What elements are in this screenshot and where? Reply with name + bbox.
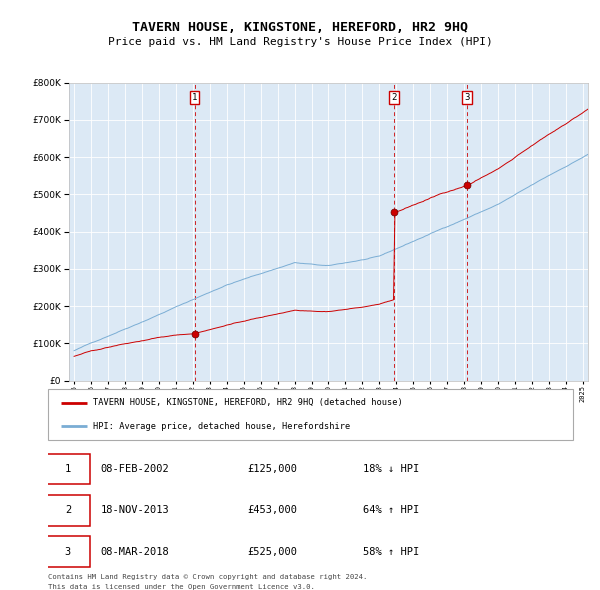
Text: HPI: Average price, detached house, Herefordshire: HPI: Average price, detached house, Here… <box>92 421 350 431</box>
Text: 1: 1 <box>65 464 71 474</box>
Text: 64% ↑ HPI: 64% ↑ HPI <box>363 506 419 515</box>
Text: 2: 2 <box>392 93 397 102</box>
Text: 3: 3 <box>65 547 71 556</box>
Text: 1: 1 <box>192 93 197 102</box>
Text: 2: 2 <box>65 506 71 515</box>
Text: £525,000: £525,000 <box>248 547 298 556</box>
Text: 18% ↓ HPI: 18% ↓ HPI <box>363 464 419 474</box>
Text: £125,000: £125,000 <box>248 464 298 474</box>
FancyBboxPatch shape <box>46 536 90 567</box>
Text: TAVERN HOUSE, KINGSTONE, HEREFORD, HR2 9HQ: TAVERN HOUSE, KINGSTONE, HEREFORD, HR2 9… <box>132 21 468 34</box>
Text: TAVERN HOUSE, KINGSTONE, HEREFORD, HR2 9HQ (detached house): TAVERN HOUSE, KINGSTONE, HEREFORD, HR2 9… <box>92 398 403 408</box>
Text: 08-FEB-2002: 08-FEB-2002 <box>101 464 169 474</box>
Text: Contains HM Land Registry data © Crown copyright and database right 2024.: Contains HM Land Registry data © Crown c… <box>48 574 367 580</box>
Text: 08-MAR-2018: 08-MAR-2018 <box>101 547 169 556</box>
FancyBboxPatch shape <box>46 454 90 484</box>
Text: Price paid vs. HM Land Registry's House Price Index (HPI): Price paid vs. HM Land Registry's House … <box>107 37 493 47</box>
Text: 58% ↑ HPI: 58% ↑ HPI <box>363 547 419 556</box>
Text: 3: 3 <box>464 93 470 102</box>
FancyBboxPatch shape <box>46 495 90 526</box>
FancyBboxPatch shape <box>48 389 573 440</box>
Text: 18-NOV-2013: 18-NOV-2013 <box>101 506 169 515</box>
Text: This data is licensed under the Open Government Licence v3.0.: This data is licensed under the Open Gov… <box>48 584 315 590</box>
Text: £453,000: £453,000 <box>248 506 298 515</box>
